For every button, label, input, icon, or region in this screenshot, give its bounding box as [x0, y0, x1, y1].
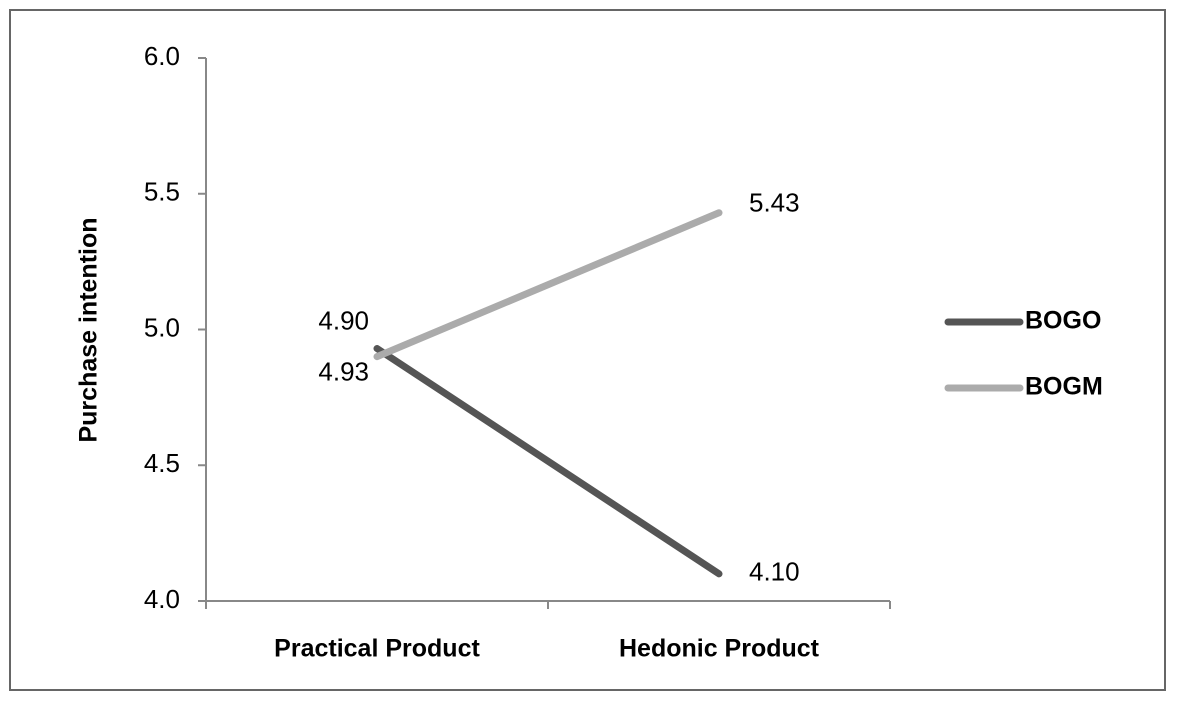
- x-tick-label: Practical Product: [274, 635, 480, 663]
- y-tick-label: 6.0: [144, 41, 180, 71]
- data-label: 4.10: [749, 557, 800, 587]
- data-label: 4.93: [318, 356, 369, 386]
- y-tick-label: 5.5: [144, 177, 180, 207]
- data-label: 5.43: [749, 188, 800, 218]
- chart-border: [9, 9, 1166, 691]
- legend-label: BOGM: [1025, 373, 1103, 401]
- y-tick-label: 4.5: [144, 448, 180, 478]
- data-line: [373, 345, 723, 578]
- y-tick-label: 5.0: [144, 312, 180, 342]
- x-tick-label: Hedonic Product: [619, 635, 820, 663]
- data-line: [373, 209, 723, 361]
- y-axis-title: Purchase intention: [75, 217, 103, 442]
- y-tick-label: 4.0: [144, 584, 180, 614]
- legend-label: BOGO: [1025, 307, 1101, 335]
- data-label: 4.90: [318, 306, 369, 336]
